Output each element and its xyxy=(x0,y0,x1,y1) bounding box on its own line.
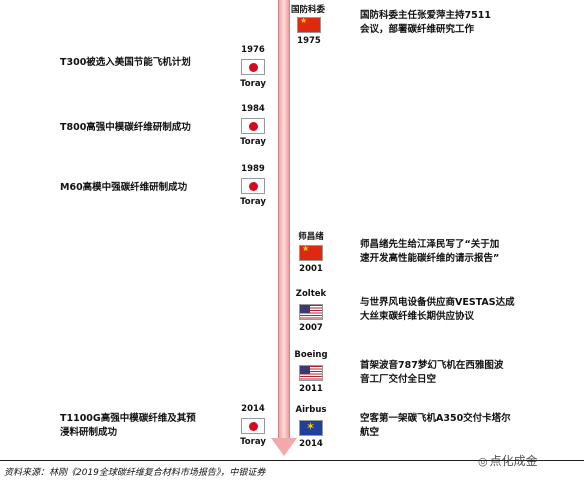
event-description: 首架波音787梦幻飞机在西雅图波 音工厂交付全日空 xyxy=(360,360,504,385)
source-note: 资料来源：林刚《2019全球碳纤维复合材料市场报告》，中银证券 xyxy=(4,468,266,478)
event-year: 2014 xyxy=(241,404,265,414)
japan-flag-icon xyxy=(241,178,265,194)
japan-flag-icon xyxy=(241,418,265,434)
event-year: 2001 xyxy=(299,264,323,274)
japan-flag-icon xyxy=(241,59,265,75)
event-description: M60高模中强碳纤维研制成功 xyxy=(60,182,188,193)
event-description: T800高强中模碳纤维研制成功 xyxy=(60,122,191,133)
event-description: T300被选入美国节能飞机计划 xyxy=(60,57,191,68)
usa-flag-icon xyxy=(299,365,323,381)
event-description: 国防科委主任张爱萍主持7511 会议，部署碳纤维研究工作 xyxy=(360,10,491,35)
china-flag-icon xyxy=(297,17,321,33)
event-label: Toray xyxy=(240,137,266,147)
event-year: 2014 xyxy=(299,439,323,449)
event-year: 1975 xyxy=(297,36,321,46)
event-year: 1984 xyxy=(241,104,265,114)
timeline-arrowhead xyxy=(271,438,297,456)
event-description: 师昌绪先生给江泽民写了“关于加 速开发高性能碳纤维的请示报告” xyxy=(360,239,500,264)
watermark-text: 点化成金 xyxy=(489,454,538,468)
event-label: Toray xyxy=(240,437,266,447)
china-flag-icon xyxy=(299,245,323,261)
event-label: Zoltek xyxy=(295,289,327,299)
timeline-axis xyxy=(278,0,290,440)
event-year: 2007 xyxy=(299,323,323,333)
footer-divider xyxy=(0,460,584,461)
event-label: Toray xyxy=(240,79,266,89)
usa-flag-icon xyxy=(299,304,323,320)
event-year: 1976 xyxy=(241,45,265,55)
event-year: 2011 xyxy=(299,384,323,394)
event-description: 空客第一架碳飞机A350交付卡塔尔 航空 xyxy=(360,413,511,438)
event-label: 师昌绪 xyxy=(298,232,324,242)
event-label: 国防科委 xyxy=(290,5,325,15)
japan-flag-icon xyxy=(241,118,265,134)
event-label: Airbus xyxy=(295,405,327,415)
event-description: T1100G高强中模碳纤维及其预 浸料研制成功 xyxy=(60,413,196,438)
event-year: 1989 xyxy=(241,164,265,174)
event-label: Toray xyxy=(240,197,266,207)
eu-flag-icon xyxy=(299,420,323,436)
event-label: Boeing xyxy=(294,350,328,360)
watermark: ◎ 点化成金 xyxy=(478,452,538,469)
wechat-icon: ◎ xyxy=(478,455,488,468)
event-description: 与世界风电设备供应商VESTAS达成 大丝束碳纤维长期供应协议 xyxy=(360,297,515,322)
